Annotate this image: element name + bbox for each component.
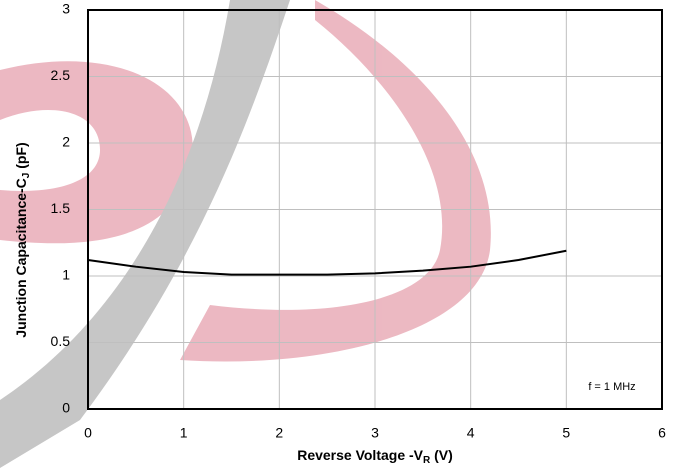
watermark-shape: [180, 0, 491, 362]
y-label-text: Junction Capacitance-C: [13, 178, 29, 337]
y-label-sub: J: [21, 173, 32, 179]
watermark-shape: [0, 0, 290, 468]
x-tick-label: 6: [658, 425, 666, 441]
y-tick-label: 3: [62, 1, 70, 17]
x-tick-label: 5: [562, 425, 570, 441]
x-axis-label: Reverse Voltage -VR (V): [297, 447, 453, 466]
x-tick-label: 3: [371, 425, 379, 441]
x-label-text: (V): [430, 447, 453, 463]
x-tick-label: 4: [467, 425, 475, 441]
y-label-text: (pF): [13, 142, 29, 172]
watermark-shape: [0, 61, 193, 244]
x-label-text: Reverse Voltage -V: [297, 447, 423, 463]
y-tick-label: 2: [62, 134, 70, 150]
x-label-sub: R: [423, 455, 431, 466]
plot-frame: [87, 9, 663, 410]
annotation: f = 1 MHz: [588, 381, 635, 393]
y-tick-label: 1: [62, 267, 70, 283]
x-tick-label: 2: [275, 425, 283, 441]
y-tick-label: 1.5: [51, 200, 71, 216]
x-tick-label: 0: [84, 425, 92, 441]
x-tick-label: 1: [180, 425, 188, 441]
y-tick-label: 0.5: [51, 333, 71, 349]
watermark: [0, 0, 491, 468]
y-tick-label: 0: [62, 400, 70, 416]
y-tick-label: 2.5: [51, 67, 71, 83]
data-line: [87, 249, 567, 276]
y-axis-label: Junction Capacitance-CJ (pF): [13, 142, 32, 337]
